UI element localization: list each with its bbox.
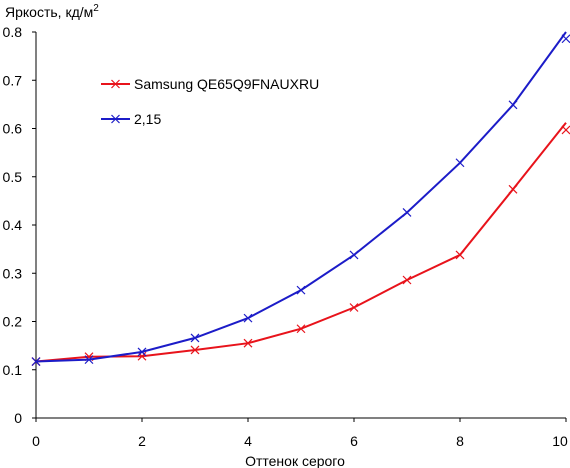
x-tick-label: 2 [138,433,146,449]
data-point [243,313,253,323]
x-tick-label: 6 [350,433,358,449]
data-point [561,125,570,135]
x-axis-label: Оттенок серого [245,453,345,468]
legend-label: 2,15 [134,111,161,127]
data-point [561,34,570,44]
data-point [243,338,253,348]
y-tick-label: 0.4 [3,217,23,233]
x-tick-label: 10 [552,433,568,449]
y-axis-label: Яркость, кд/м2 [5,3,99,20]
y-tick-label: 0.1 [3,362,23,378]
y-tick-label: 0.2 [3,314,23,330]
y-tick-label: 0.6 [3,121,23,137]
data-point [137,351,147,361]
y-tick-label: 0.8 [3,24,23,40]
series-1 [31,122,570,366]
data-point [508,100,518,110]
data-point [455,158,465,168]
legend-label: Samsung QE65Q9FNAUXRU [134,76,319,92]
data-point [296,285,306,295]
data-point [349,250,359,260]
data-point [508,184,518,194]
legend-item: Samsung QE65Q9FNAUXRU [101,76,319,92]
data-point [296,324,306,334]
data-point [349,303,359,312]
legend: Samsung QE65Q9FNAUXRU 2,15 [101,76,319,127]
data-point [455,250,465,260]
data-point [84,355,94,365]
y-tick-label: 0.3 [3,265,23,281]
x-tick-label: 0 [32,433,40,449]
data-point [190,333,200,343]
legend-item: 2,15 [101,111,161,127]
data-point [190,345,200,355]
data-point [402,208,412,217]
data-point [31,357,41,366]
plot-area [31,31,570,366]
y-tick-label: 0.5 [3,169,23,185]
y-tick-label: 0.7 [3,72,23,88]
x-tick-label: 4 [244,433,252,449]
data-point [402,275,412,285]
series-2 [31,31,570,366]
data-point [137,347,147,357]
series-line [35,122,567,363]
y-axis-label-superscript: 2 [93,3,99,14]
y-tick-label: 0 [14,410,22,426]
x-tick-label: 8 [456,433,464,449]
axes: 0 0.1 0.2 0.3 0.4 0.5 0.6 0.7 0.8 0 2 4 6 8 10 [3,24,568,449]
